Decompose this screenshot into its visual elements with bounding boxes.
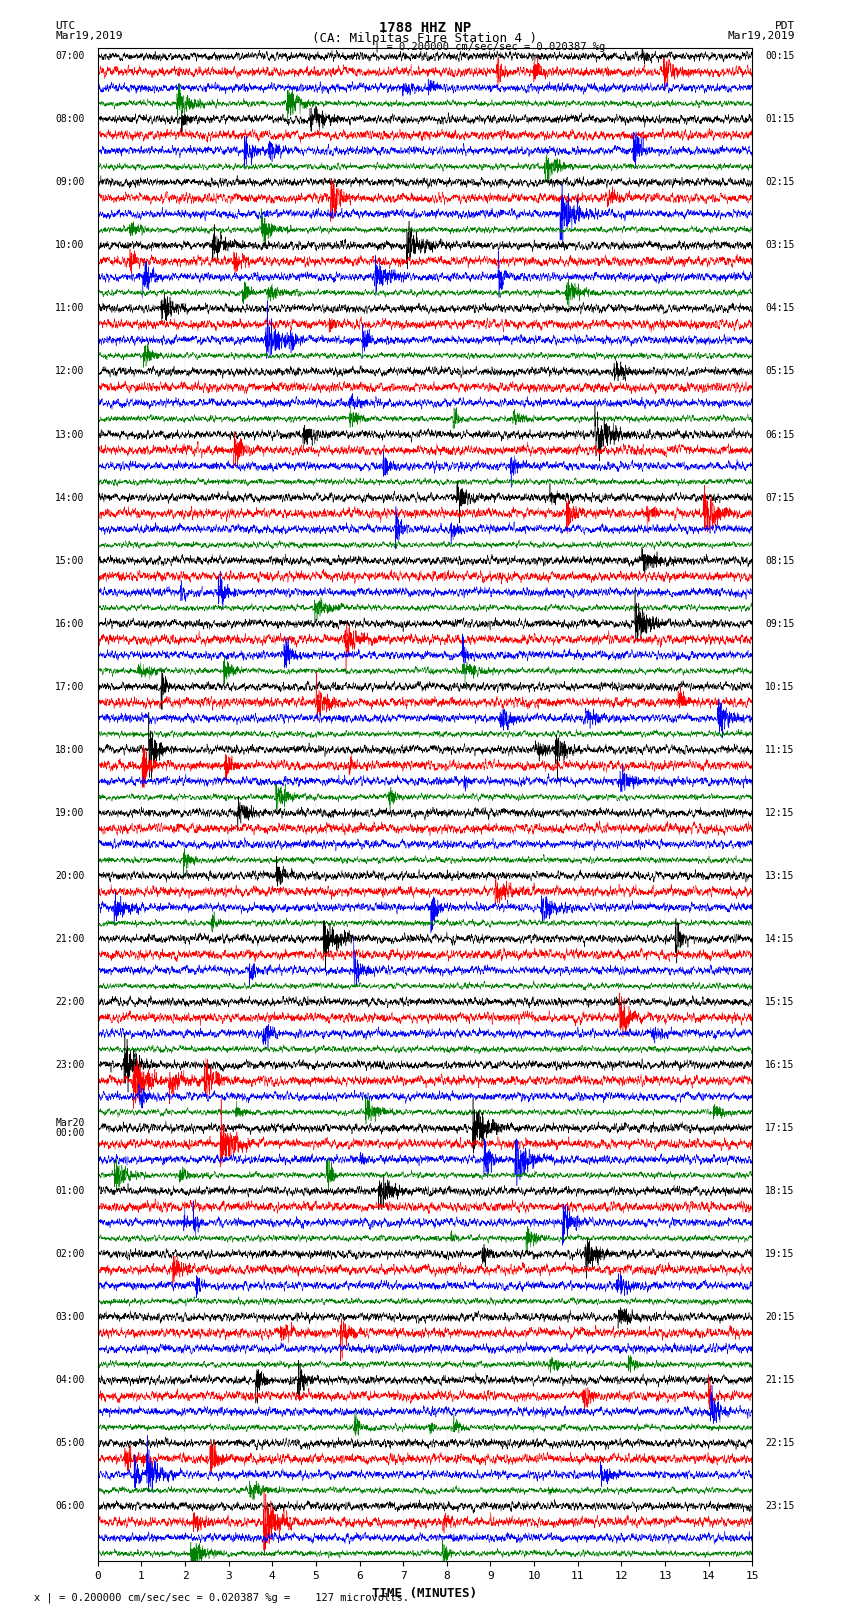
- Text: | = 0.200000 cm/sec/sec = 0.020387 %g: | = 0.200000 cm/sec/sec = 0.020387 %g: [374, 42, 605, 53]
- X-axis label: TIME (MINUTES): TIME (MINUTES): [372, 1587, 478, 1600]
- Text: 20:15: 20:15: [765, 1311, 795, 1323]
- Text: 18:00: 18:00: [55, 745, 85, 755]
- Text: 11:15: 11:15: [765, 745, 795, 755]
- Text: 06:00: 06:00: [55, 1502, 85, 1511]
- Text: 20:00: 20:00: [55, 871, 85, 881]
- Text: 01:15: 01:15: [765, 115, 795, 124]
- Text: 10:00: 10:00: [55, 240, 85, 250]
- Text: 16:00: 16:00: [55, 619, 85, 629]
- Text: 19:00: 19:00: [55, 808, 85, 818]
- Text: 17:15: 17:15: [765, 1123, 795, 1132]
- Text: 03:00: 03:00: [55, 1311, 85, 1323]
- Text: 06:15: 06:15: [765, 429, 795, 439]
- Text: 15:00: 15:00: [55, 555, 85, 566]
- Text: 04:15: 04:15: [765, 303, 795, 313]
- Text: 16:15: 16:15: [765, 1060, 795, 1069]
- Text: 13:00: 13:00: [55, 429, 85, 439]
- Text: 19:15: 19:15: [765, 1248, 795, 1260]
- Text: 10:15: 10:15: [765, 682, 795, 692]
- Text: 23:00: 23:00: [55, 1060, 85, 1069]
- Text: 07:15: 07:15: [765, 492, 795, 503]
- Text: 09:00: 09:00: [55, 177, 85, 187]
- Text: 08:00: 08:00: [55, 115, 85, 124]
- Text: 03:15: 03:15: [765, 240, 795, 250]
- Text: Mar20: Mar20: [55, 1118, 85, 1127]
- Text: 04:00: 04:00: [55, 1376, 85, 1386]
- Text: 15:15: 15:15: [765, 997, 795, 1007]
- Text: 05:15: 05:15: [765, 366, 795, 376]
- Text: 05:00: 05:00: [55, 1439, 85, 1448]
- Text: 08:15: 08:15: [765, 555, 795, 566]
- Text: 01:00: 01:00: [55, 1186, 85, 1195]
- Text: x | = 0.200000 cm/sec/sec = 0.020387 %g =    127 microvolts.: x | = 0.200000 cm/sec/sec = 0.020387 %g …: [34, 1592, 409, 1603]
- Text: 1788 HHZ NP: 1788 HHZ NP: [379, 21, 471, 35]
- Text: PDT: PDT: [774, 21, 795, 31]
- Text: 22:00: 22:00: [55, 997, 85, 1007]
- Text: 21:00: 21:00: [55, 934, 85, 944]
- Text: 09:15: 09:15: [765, 619, 795, 629]
- Text: Mar19,2019: Mar19,2019: [55, 31, 122, 40]
- Text: 14:15: 14:15: [765, 934, 795, 944]
- Text: Mar19,2019: Mar19,2019: [728, 31, 795, 40]
- Text: 00:00: 00:00: [55, 1127, 85, 1137]
- Text: 07:00: 07:00: [55, 52, 85, 61]
- Text: 02:15: 02:15: [765, 177, 795, 187]
- Text: 12:15: 12:15: [765, 808, 795, 818]
- Text: 23:15: 23:15: [765, 1502, 795, 1511]
- Text: 17:00: 17:00: [55, 682, 85, 692]
- Text: 13:15: 13:15: [765, 871, 795, 881]
- Text: 00:15: 00:15: [765, 52, 795, 61]
- Text: 02:00: 02:00: [55, 1248, 85, 1260]
- Text: (CA: Milpitas Fire Station 4 ): (CA: Milpitas Fire Station 4 ): [313, 32, 537, 45]
- Text: 14:00: 14:00: [55, 492, 85, 503]
- Text: UTC: UTC: [55, 21, 76, 31]
- Text: 18:15: 18:15: [765, 1186, 795, 1195]
- Text: 12:00: 12:00: [55, 366, 85, 376]
- Text: 21:15: 21:15: [765, 1376, 795, 1386]
- Text: 11:00: 11:00: [55, 303, 85, 313]
- Text: 22:15: 22:15: [765, 1439, 795, 1448]
